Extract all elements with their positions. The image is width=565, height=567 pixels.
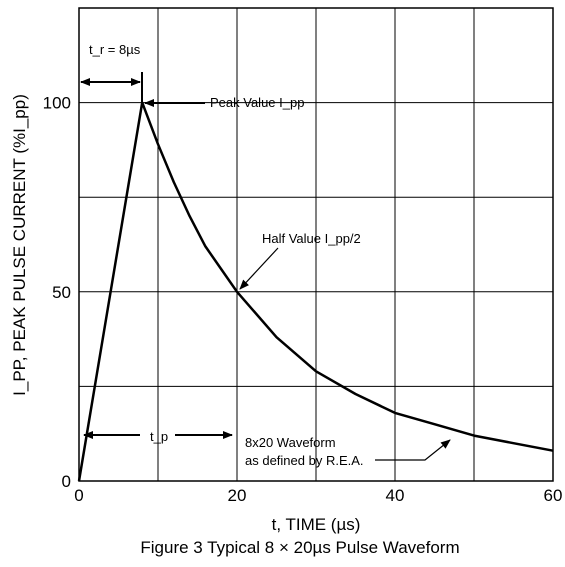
- y-tick-label: 0: [62, 472, 71, 491]
- half-value-arrow: [239, 247, 279, 290]
- x-axis-title: t, TIME (µs): [272, 515, 361, 534]
- x-tick-label: 60: [544, 486, 563, 505]
- y-tick-label: 50: [52, 283, 71, 302]
- y-axis-title: I_PP, PEAK PULSE CURRENT (%I_pp): [10, 94, 29, 396]
- x-tick-label: 0: [74, 486, 83, 505]
- x-tick-label: 20: [228, 486, 247, 505]
- figure-caption: Figure 3 Typical 8 × 20µs Pulse Waveform: [140, 538, 459, 557]
- waveform-curve: [77, 101, 554, 482]
- tick-labels: 0 20 40 60 0 50 100: [43, 94, 563, 505]
- plot-frame: [78, 7, 554, 482]
- pulse-width-label: t_p: [150, 429, 168, 444]
- waveform-label-line2: as defined by R.E.A.: [245, 453, 364, 468]
- waveform-label-line1: 8x20 Waveform: [245, 435, 336, 450]
- peak-label: Peak Value I_pp: [210, 95, 304, 110]
- half-value-label: Half Value I_pp/2: [262, 231, 361, 246]
- y-tick-label: 100: [43, 94, 71, 113]
- waveform-arrow: [375, 439, 451, 461]
- x-tick-label: 40: [386, 486, 405, 505]
- rise-time-label: t_r = 8µs: [89, 42, 141, 57]
